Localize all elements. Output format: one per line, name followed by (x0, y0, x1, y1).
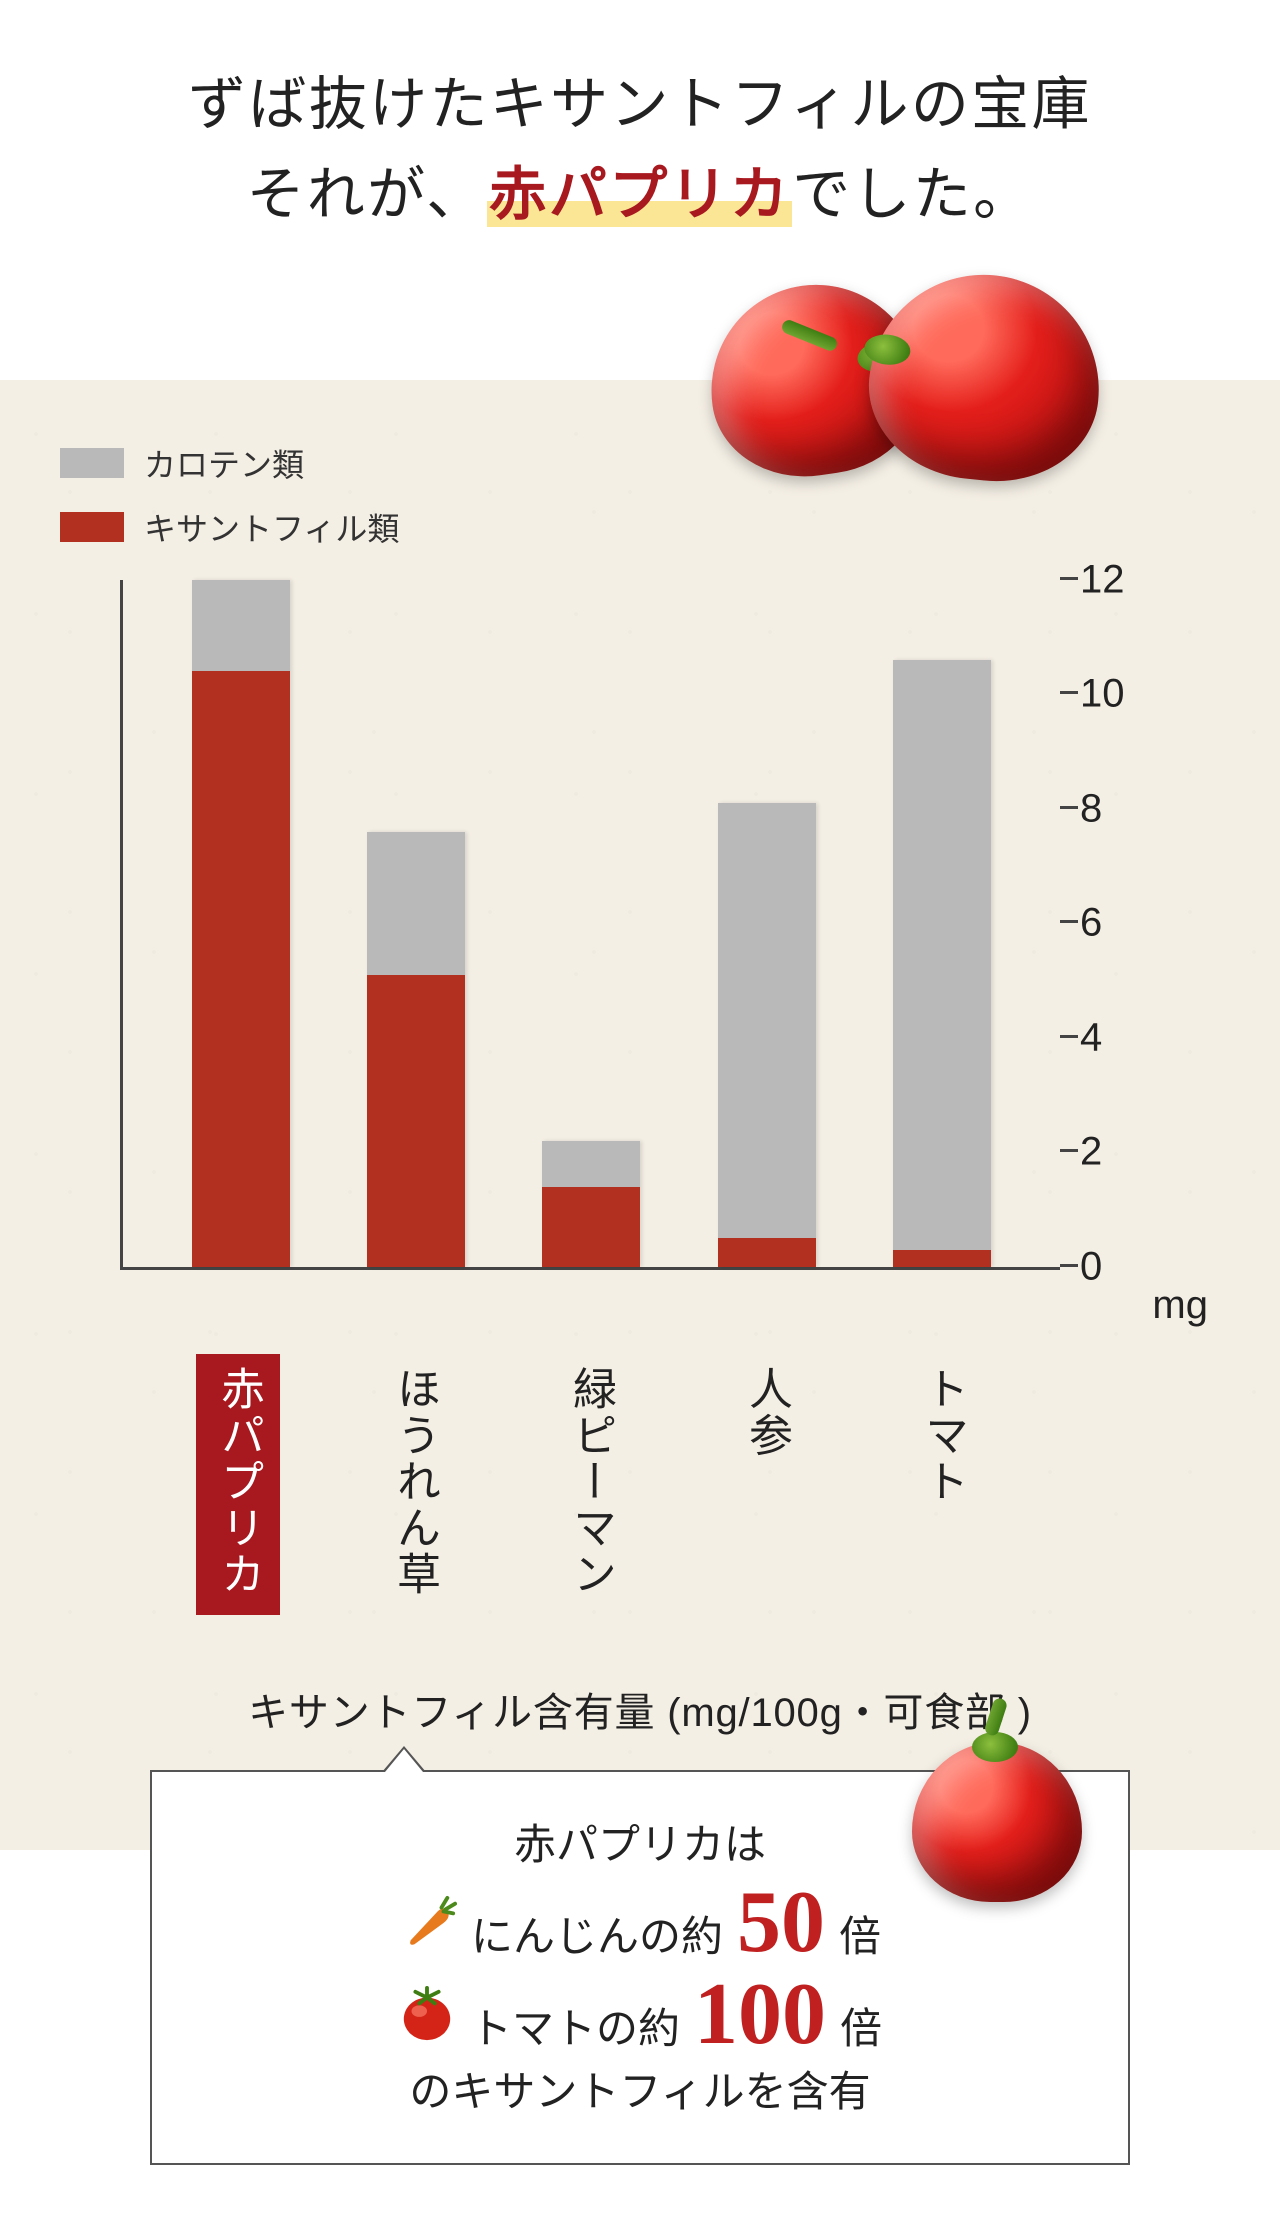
x-label: 人参 (717, 1354, 815, 1615)
callout-tomato-post: 倍 (840, 2000, 882, 2059)
y-tick-label: 10 (1080, 672, 1210, 717)
callout-line-tomato: トマトの約 100 倍 (192, 1971, 1088, 2059)
chart: 024681012 mg 赤パプリカほうれん草緑ピーマン人参トマト (60, 580, 1220, 1320)
red-pepper-icon (912, 1732, 1102, 1922)
x-label-text: 緑ピーマン (548, 1354, 632, 1615)
chart-plot: 024681012 (120, 580, 1060, 1270)
legend-swatch-xanthophyll (60, 512, 124, 542)
bar-stack (893, 660, 991, 1267)
y-tick-mark (1060, 1035, 1078, 1038)
bar-seg-carotene (893, 660, 991, 1250)
bar-seg-xanthophyll (718, 1238, 816, 1267)
y-tick-label: 6 (1080, 901, 1210, 946)
x-label-text: 人参 (724, 1354, 808, 1615)
bar-stack (192, 580, 290, 1267)
headline-line2-post: でした。 (792, 162, 1033, 227)
bar-stack (718, 803, 816, 1267)
carrot-icon (399, 1894, 457, 1952)
bar-column (542, 580, 640, 1267)
y-tick-mark (1060, 806, 1078, 809)
chart-x-labels: 赤パプリカ ほうれん草 緑ピーマン 人参 トマト (120, 1354, 1060, 1615)
x-label: トマト (893, 1354, 991, 1615)
chart-bars (123, 580, 1060, 1267)
bar-seg-carotene (192, 580, 290, 672)
chart-section: カロテン類 キサントフィル類 024681012 mg 赤パプリカ ほうれん草 緑ピ… (0, 380, 1280, 1850)
bar-seg-xanthophyll (192, 671, 290, 1266)
headline-line1: ずば抜けたキサントフィルの宝庫 (40, 60, 1240, 150)
y-tick-label: 12 (1080, 557, 1210, 602)
y-tick-mark (1060, 691, 1078, 694)
tomato-icon (398, 1986, 456, 2044)
callout-line1-text: 赤パプリカは (514, 1816, 766, 1875)
callout-tomato-value: 100 (694, 1971, 826, 2059)
callout-carrot-pre: にんじんの約 (471, 1908, 723, 1967)
bar-seg-xanthophyll (542, 1187, 640, 1267)
y-tick-mark (1060, 920, 1078, 923)
x-label: ほうれん草 (365, 1354, 463, 1615)
callout-line-4: のキサントフィルを含有 (192, 2063, 1088, 2122)
bar-stack (367, 832, 465, 1267)
bar-seg-xanthophyll (367, 975, 465, 1267)
bar-column (893, 580, 991, 1267)
x-label: 緑ピーマン (541, 1354, 639, 1615)
bar-stack (542, 1141, 640, 1267)
x-label-text: 赤パプリカ (196, 1354, 280, 1615)
red-pepper-image (700, 245, 1130, 525)
callout-line4-text: のキサントフィルを含有 (409, 2063, 870, 2122)
legend-swatch-carotene (60, 448, 124, 478)
y-tick-label: 8 (1080, 786, 1210, 831)
y-tick-mark (1060, 1149, 1078, 1152)
bar-seg-xanthophyll (893, 1250, 991, 1267)
x-label-text: ほうれん草 (372, 1354, 456, 1615)
headline: ずば抜けたキサントフィルの宝庫 それが、赤パプリカでした。 (0, 0, 1280, 270)
callout-carrot-value: 50 (737, 1879, 825, 1967)
y-tick-mark (1060, 577, 1078, 580)
bar-seg-carotene (367, 832, 465, 975)
y-axis-unit: mg (1152, 1283, 1208, 1328)
x-label: 赤パプリカ (189, 1354, 287, 1615)
bar-column (718, 580, 816, 1267)
bar-column (367, 580, 465, 1267)
callout-tomato-pre: トマトの約 (470, 2000, 680, 2059)
legend-label-xanthophyll: キサントフィル類 (144, 504, 399, 550)
x-label-text: トマト (900, 1354, 984, 1615)
headline-line2-pre: それが、 (246, 162, 486, 227)
bar-seg-carotene (718, 803, 816, 1238)
y-tick-label: 2 (1080, 1130, 1210, 1175)
chart-caption: キサントフィル含有量 (mg/100g・可食部 ) (60, 1680, 1220, 1738)
bar-column (192, 580, 290, 1267)
headline-line2: それが、赤パプリカでした。 (40, 150, 1240, 240)
y-tick-label: 4 (1080, 1015, 1210, 1060)
legend-label-carotene: カロテン類 (144, 440, 304, 486)
bar-seg-carotene (542, 1141, 640, 1187)
headline-accent: 赤パプリカ (487, 162, 793, 227)
callout-box: 赤パプリカは にんじんの約 50 倍 トマトの約 100 (150, 1770, 1130, 2166)
callout-carrot-post: 倍 (839, 1908, 881, 1967)
y-tick-mark (1060, 1264, 1078, 1267)
